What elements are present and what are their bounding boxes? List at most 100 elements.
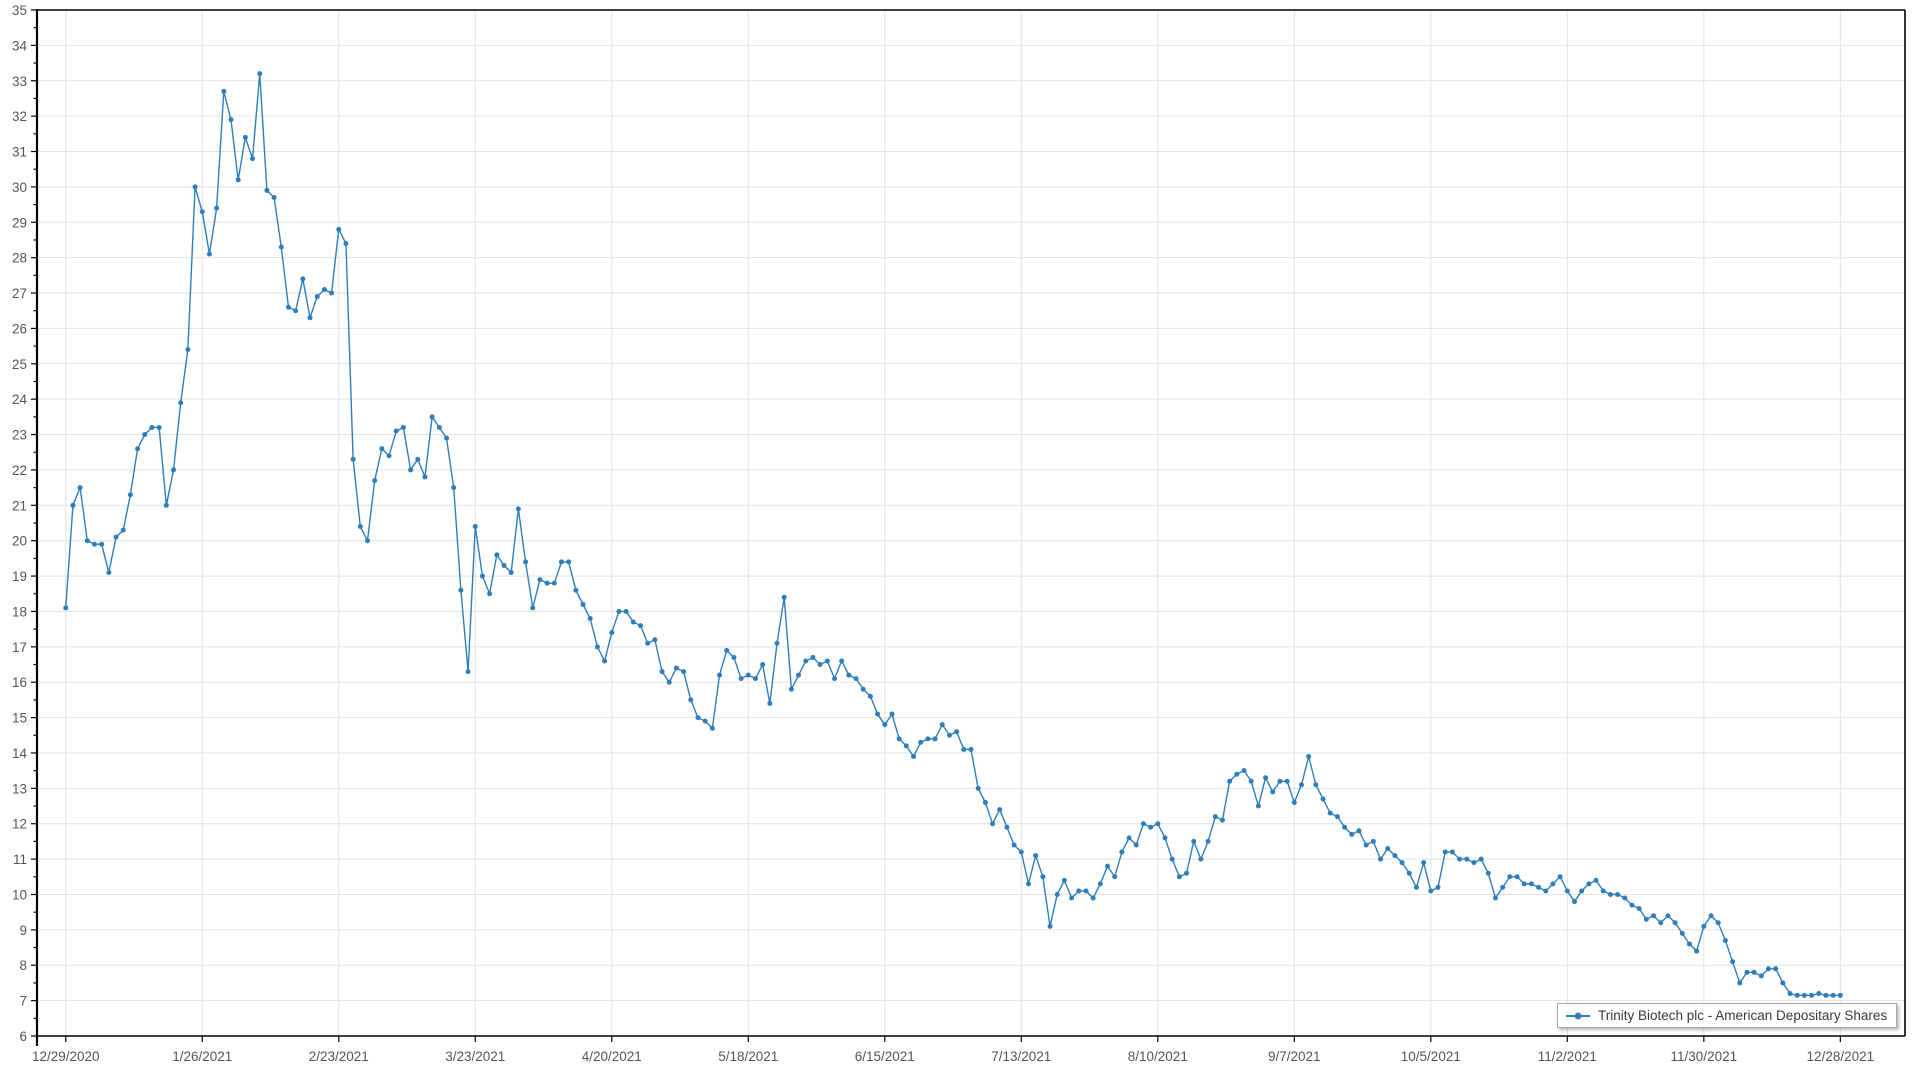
data-point-marker [875,711,881,717]
data-point-marker [1306,754,1312,760]
y-tick-label: 33 [12,74,27,89]
y-tick-label: 31 [12,145,27,160]
data-point-marker [1816,991,1822,997]
data-point-marker [1773,966,1779,972]
y-tick-label: 21 [12,498,27,513]
data-point-marker [1507,874,1513,880]
data-point-marker [738,676,744,682]
data-point-marker [609,630,615,636]
data-point-marker [530,605,536,611]
data-point-marker [839,658,845,664]
data-point-marker [487,591,493,597]
data-point-marker [587,616,593,622]
data-point-marker [1435,884,1441,890]
data-point-marker [867,693,873,699]
data-point-marker [1708,913,1714,919]
x-tick-label: 2/23/2021 [309,1049,369,1064]
data-point-marker [1428,888,1434,894]
data-point-marker [1658,920,1664,926]
data-point-marker [1794,992,1800,998]
x-tick-label: 11/2/2021 [1538,1049,1597,1064]
data-point-marker [1679,930,1685,936]
data-point-marker [623,608,629,614]
data-point-marker [1212,814,1218,820]
data-point-marker [501,562,507,568]
data-point-marker [1378,856,1384,862]
data-point-marker [1586,881,1592,887]
data-point-marker [954,729,960,735]
data-point-marker [846,672,852,678]
data-point-marker [1536,884,1542,890]
data-point-marker [1363,842,1369,848]
data-point-marker [925,736,931,742]
data-point-marker [767,700,773,706]
data-point-marker [537,577,543,583]
x-tick-label: 8/10/2021 [1128,1049,1188,1064]
y-tick-label: 13 [12,781,27,796]
data-point-marker [544,580,550,586]
y-tick-label: 17 [12,640,27,655]
data-point-marker [1342,824,1348,830]
data-point-marker [70,502,76,508]
price-series-line [65,72,1842,997]
data-point-marker [1730,959,1736,965]
data-point-marker [1033,853,1039,859]
data-point-marker [1492,895,1498,901]
data-point-marker [1083,888,1089,894]
data-point-marker [228,117,234,123]
data-point-marker [1255,803,1261,809]
y-tick-label: 15 [12,711,27,726]
data-point-marker [1119,849,1125,855]
data-point-marker [1737,980,1743,986]
data-point-marker [788,686,794,692]
x-tick-label: 4/20/2021 [582,1049,642,1064]
data-point-marker [472,524,478,530]
data-point-marker [1830,992,1836,998]
data-point-marker [1069,895,1075,901]
data-point-marker [1162,835,1168,841]
data-point-marker [1665,913,1671,919]
data-point-marker [300,276,306,282]
chart-legend[interactable]: Trinity Biotech plc - American Depositar… [1557,1003,1898,1028]
data-point-marker [1543,888,1549,894]
data-point-marker [824,658,830,664]
data-point-marker [1140,821,1146,827]
data-point-marker [695,715,701,721]
data-point-marker [1133,842,1139,848]
data-point-marker [997,807,1003,813]
data-point-marker [113,534,119,540]
data-point-marker [494,552,500,558]
data-point-marker [192,184,198,190]
data-point-marker [1823,992,1829,998]
data-point-marker [1471,860,1477,866]
data-point-marker [803,658,809,664]
data-point-marker [911,754,917,760]
data-point-marker [1047,923,1053,929]
y-tick-label: 29 [12,215,27,230]
data-point-marker [1270,789,1276,795]
data-point-marker [63,605,69,611]
data-point-marker [573,587,579,593]
data-point-marker [436,424,442,430]
data-point-marker [896,736,902,742]
data-point-marker [1600,888,1606,894]
legend-line-marker-icon [1566,1012,1590,1019]
data-point-marker [918,739,924,745]
data-point-marker [796,672,802,678]
data-point-marker [508,570,514,576]
data-point-marker [1105,863,1111,869]
data-point-marker [1514,874,1520,880]
data-point-marker [1004,824,1010,830]
data-point-marker [745,672,751,678]
data-point-marker [709,725,715,731]
data-point-marker [652,637,658,643]
y-tick-label: 32 [12,109,27,124]
data-point-marker [688,697,694,703]
data-point-marker [415,456,421,462]
data-point-marker [1464,856,1470,862]
data-point-marker [242,134,248,140]
data-point-marker [214,205,220,211]
data-point-marker [1061,877,1067,883]
data-point-marker [1521,881,1527,887]
